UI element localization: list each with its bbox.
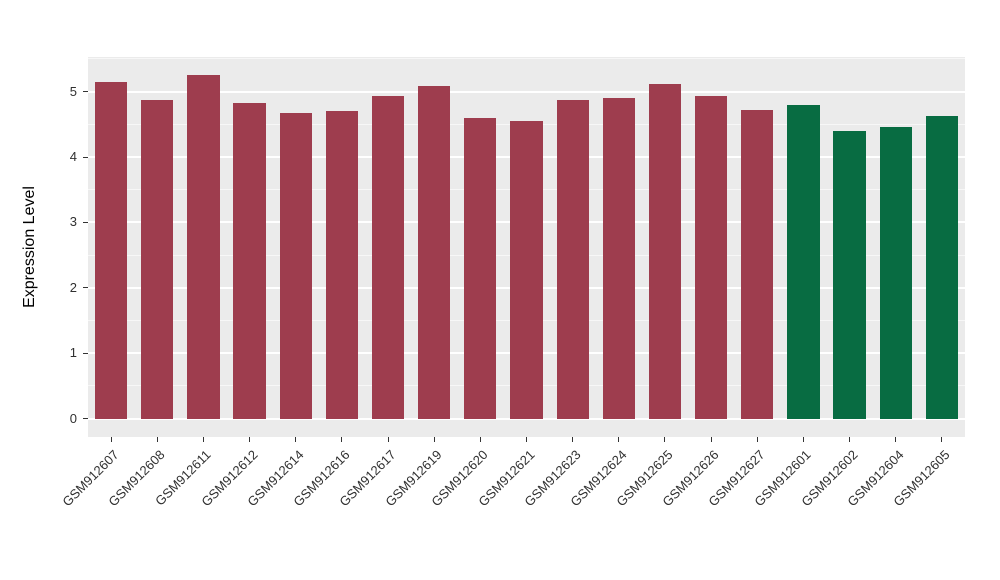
bar	[741, 109, 774, 419]
gridline-minor	[88, 58, 965, 60]
x-tick-mark	[295, 437, 297, 442]
bar	[925, 115, 959, 419]
gridline-major	[88, 417, 965, 420]
y-tick-mark	[83, 221, 88, 223]
bar	[602, 98, 635, 419]
x-tick-mark	[479, 437, 481, 442]
bar	[464, 117, 497, 419]
bar	[279, 112, 312, 419]
y-tick-mark	[83, 91, 88, 93]
y-tick-mark	[83, 418, 88, 420]
bars-layer	[88, 57, 965, 437]
x-tick-mark	[802, 437, 804, 442]
bar	[94, 81, 128, 419]
x-tick-mark	[756, 437, 758, 442]
x-tick-mark	[664, 437, 666, 442]
x-tick-mark	[202, 437, 204, 442]
x-axis: GSM912607 GSM912608 GSM912611 GSM912612 GSM9…	[59, 437, 965, 580]
x-tick-mark	[249, 437, 251, 442]
bar	[556, 99, 589, 419]
bar	[694, 96, 728, 419]
plot-panel	[88, 57, 965, 437]
y-tick-label: 4	[69, 149, 77, 165]
bar	[879, 126, 912, 419]
x-tick-mark	[433, 437, 435, 442]
y-tick-label: 5	[69, 83, 77, 99]
y-tick-label: 0	[69, 410, 77, 426]
y-axis: 0 1 2 3 4 5	[0, 57, 88, 437]
bar	[325, 111, 358, 419]
bar	[510, 121, 543, 419]
y-tick-label: 1	[69, 345, 77, 361]
bar	[371, 96, 405, 419]
x-tick-mark	[895, 437, 897, 442]
y-tick-label: 2	[69, 279, 77, 295]
x-tick-mark	[572, 437, 574, 442]
y-tick-mark	[83, 156, 88, 158]
bar	[187, 75, 220, 419]
gridline-major	[88, 90, 965, 93]
x-tick-mark	[387, 437, 389, 442]
x-tick-mark	[849, 437, 851, 442]
x-tick-mark	[341, 437, 343, 442]
x-tick-mark	[156, 437, 158, 442]
bar	[418, 86, 451, 419]
x-tick-mark	[710, 437, 712, 442]
bar	[141, 99, 174, 419]
y-tick-mark	[83, 287, 88, 289]
bar	[833, 130, 866, 419]
x-tick-mark	[941, 437, 943, 442]
y-tick-label: 3	[69, 214, 77, 230]
x-tick-mark	[618, 437, 620, 442]
x-tick-mark	[110, 437, 112, 442]
bar	[787, 104, 820, 419]
y-tick-mark	[83, 352, 88, 354]
bar	[648, 83, 682, 419]
x-tick-mark	[526, 437, 527, 442]
bar	[233, 103, 266, 419]
